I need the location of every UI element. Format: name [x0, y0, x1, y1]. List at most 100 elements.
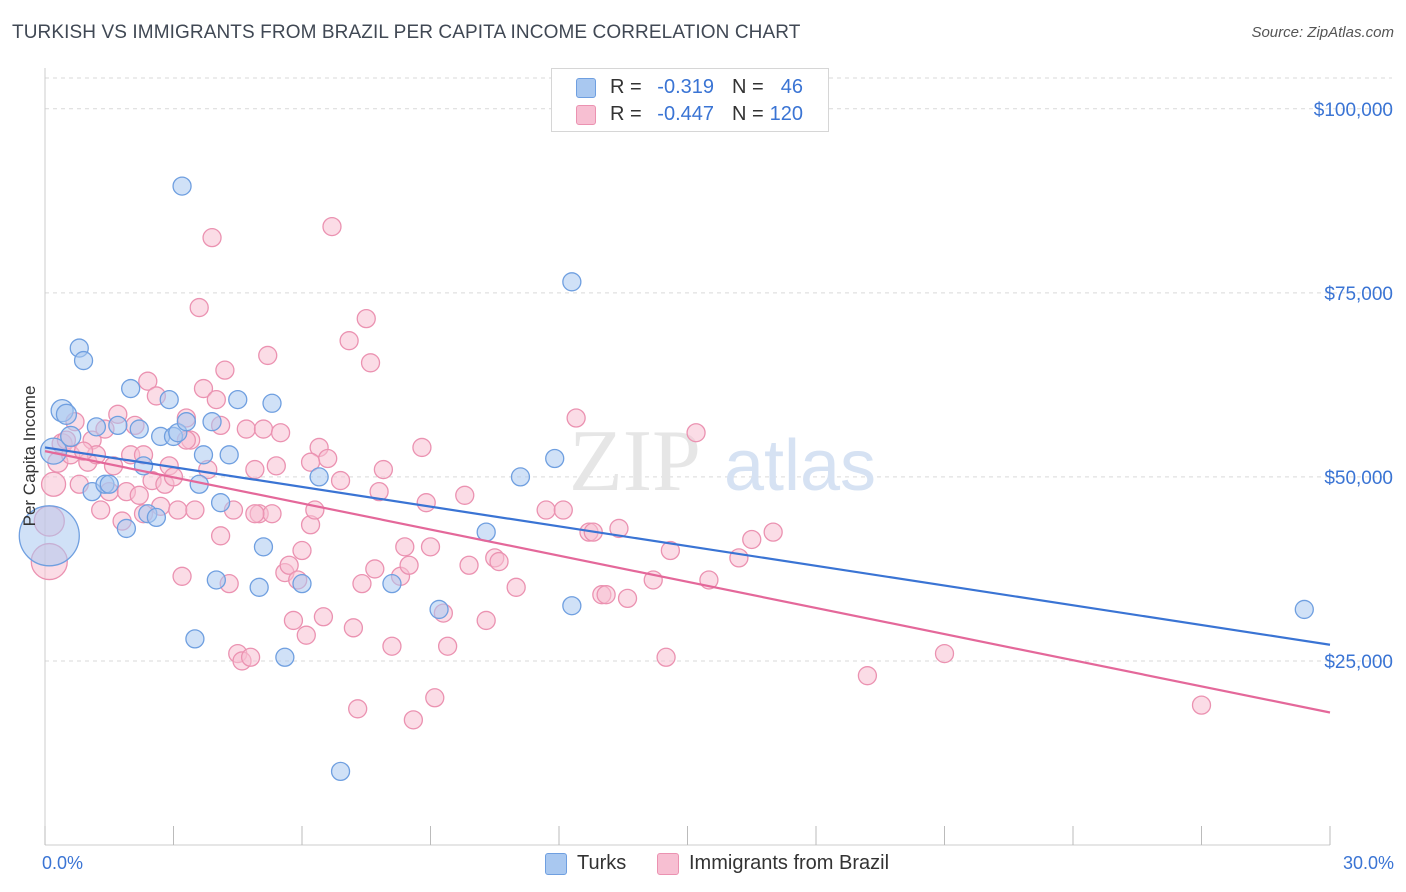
turks-swatch: [545, 853, 567, 875]
turks-point: [206, 570, 226, 590]
r-label: R =: [610, 76, 642, 98]
turks-point: [86, 417, 107, 437]
brazil-point: [245, 504, 265, 524]
brazil-point: [365, 559, 385, 579]
brazil-point: [258, 345, 278, 366]
brazil-point: [373, 459, 394, 480]
brazil-point: [283, 610, 304, 631]
turks-point: [228, 389, 248, 410]
brazil-point: [729, 548, 749, 568]
turks-point: [1294, 599, 1314, 620]
turks-point: [18, 505, 80, 567]
brazil-point: [609, 518, 629, 539]
brazil-point: [506, 577, 526, 597]
brazil-point: [596, 585, 616, 605]
brazil-point: [403, 710, 424, 730]
turks-point: [309, 467, 329, 487]
turks-point: [129, 419, 149, 439]
brazil-point: [279, 555, 299, 575]
turks-point: [193, 445, 214, 465]
x-tick-label: 0.0%: [42, 853, 83, 873]
brazil-point: [656, 647, 676, 667]
brazil-point: [763, 522, 783, 542]
brazil-point: [425, 688, 445, 708]
brazil-point: [253, 419, 274, 439]
turks-point: [545, 448, 565, 469]
brazil-point: [185, 500, 205, 520]
turks-point: [210, 493, 231, 513]
turks-point: [275, 647, 295, 667]
turks-point: [146, 507, 167, 528]
brazil-point: [206, 389, 226, 410]
brazil-point: [420, 537, 441, 557]
brazil-point: [857, 666, 878, 686]
grid-lines: [45, 77, 1392, 662]
brazil-point: [202, 227, 222, 248]
turks-trend-line: [44, 446, 1331, 646]
y-tick-label: $50,000: [1324, 468, 1393, 489]
turks-point: [73, 350, 94, 371]
turks-point: [476, 522, 496, 542]
brazil-point: [313, 607, 334, 627]
brazil-point: [399, 555, 419, 575]
brazil-point: [437, 636, 458, 656]
n-value: 46: [780, 76, 803, 98]
brazil-point: [360, 353, 381, 373]
x-tick-label: 30.0%: [1343, 853, 1394, 873]
turks-swatch: [576, 78, 596, 98]
turks-point: [176, 412, 197, 432]
turks-point: [108, 415, 128, 436]
turks-point: [253, 537, 274, 557]
brazil-point: [1191, 695, 1212, 715]
brazil-point: [330, 470, 351, 491]
brazil-point: [459, 555, 479, 575]
brazil-point: [245, 459, 265, 480]
brazil-point: [934, 643, 955, 664]
watermark: ZIP atlas: [569, 413, 876, 510]
source-note: Source: ZipAtlas.com: [1251, 24, 1394, 41]
brazil-point: [270, 423, 291, 443]
brazil-point: [369, 481, 389, 502]
brazil-point: [617, 588, 638, 609]
n-value: 120: [769, 103, 803, 125]
brazil-point: [742, 529, 762, 550]
brazil-trend-line: [44, 450, 1331, 714]
turks-point: [382, 574, 402, 594]
brazil-point: [318, 448, 338, 469]
chart-title: TURKISH VS IMMIGRANTS FROM BRAZIL PER CA…: [12, 22, 801, 43]
brazil-point: [193, 378, 214, 399]
brazil-point: [172, 566, 192, 586]
brazil-point: [339, 331, 359, 351]
turks-point: [330, 761, 351, 782]
correlation-legend: R = -0.319 N = 46 R = -0.447 N = 120: [551, 68, 829, 132]
r-value: -0.447: [657, 103, 714, 125]
turks-point: [429, 599, 449, 620]
brazil-point: [40, 471, 67, 497]
n-label: N =: [732, 103, 764, 125]
brazil-point: [395, 537, 415, 557]
brazil-point: [215, 360, 235, 380]
brazil-point: [292, 540, 312, 561]
turks-point: [262, 393, 282, 413]
brazil-point: [296, 625, 316, 645]
trend-lines: [44, 446, 1331, 714]
turks-point: [219, 445, 239, 465]
y-tick-label: $100,000: [1314, 100, 1393, 121]
brazil-point: [553, 500, 573, 520]
turks-point: [172, 176, 192, 196]
brazil-point: [489, 551, 509, 572]
brazil-point: [189, 297, 209, 318]
brazil-point: [210, 526, 231, 546]
legend-label-turks: Turks: [577, 852, 627, 874]
brazil-point: [240, 647, 261, 667]
brazil-point: [262, 504, 282, 524]
series-immigrants-from-brazil: [30, 216, 1212, 730]
legend-label-brazil: Immigrants from Brazil: [689, 852, 890, 874]
y-tick-labels: $25,000 $50,000 $75,000 $100,000: [1314, 100, 1393, 673]
brazil-point: [660, 540, 681, 561]
x-tick-labels: 0.0% 30.0%: [42, 853, 1394, 873]
turks-point: [99, 474, 119, 494]
brazil-point: [356, 308, 376, 329]
brazil-point: [266, 456, 286, 476]
watermark-zip: ZIP: [569, 413, 701, 510]
